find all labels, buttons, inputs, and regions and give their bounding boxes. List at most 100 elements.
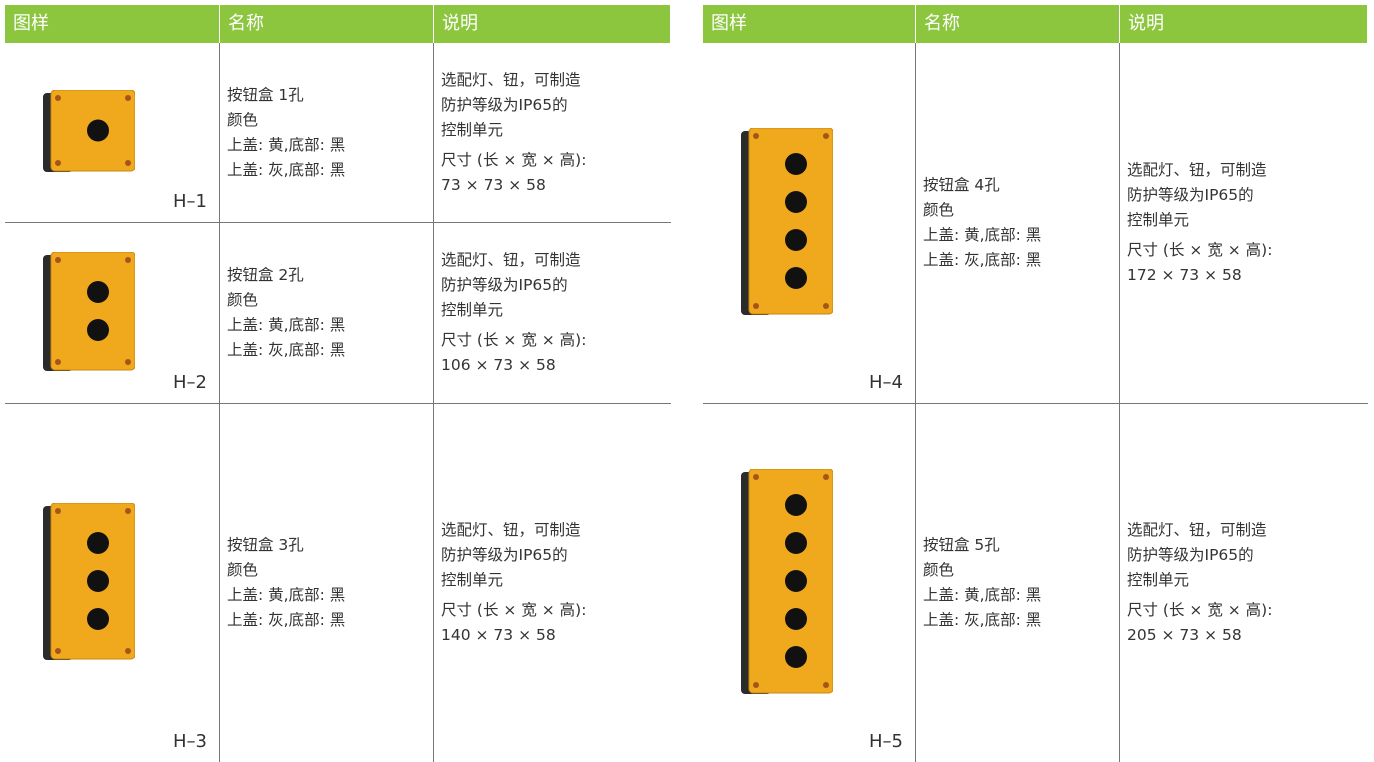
description-line: 选配灯、钮，可制造: [1127, 161, 1267, 179]
model-label: H–4: [869, 372, 903, 393]
description-cell: 选配灯、钮，可制造 防护等级为IP65的 控制单元尺寸 (长 × 宽 × 高): 14…: [434, 404, 671, 762]
button-hole: [87, 570, 109, 592]
size-line: 140 × 73 × 58: [441, 626, 556, 644]
name-line: 上盖: 黄,底部: 黑: [227, 316, 346, 334]
button-hole: [87, 608, 109, 630]
name-line: 上盖: 黄,底部: 黑: [923, 586, 1042, 604]
description-line: 选配灯、钮，可制造: [1127, 521, 1267, 539]
name-line: 按钮盒 1孔: [227, 85, 304, 104]
product-image: [43, 90, 135, 172]
description-line: 控制单元: [1127, 571, 1190, 589]
header-cell: 说明: [1120, 5, 1368, 43]
header-cell: 名称: [220, 5, 434, 43]
button-hole: [87, 319, 109, 341]
name-line: 上盖: 黄,底部: 黑: [923, 226, 1042, 244]
screw: [55, 508, 61, 514]
name-line: 上盖: 灰,底部: 黑: [227, 160, 346, 179]
name-cell: 按钮盒 5孔 颜色上盖: 黄,底部: 黑上盖: 灰,底部: 黑: [916, 404, 1120, 762]
screw: [753, 474, 759, 480]
screw: [823, 133, 829, 139]
screw: [823, 682, 829, 688]
size-line: 106 × 73 × 58: [441, 356, 556, 374]
screw: [125, 359, 131, 365]
button-hole: [785, 646, 807, 668]
name-line: 颜色: [227, 291, 259, 309]
image-cell: H–4: [703, 43, 916, 404]
name-line: 颜色: [923, 201, 955, 219]
name-line: 上盖: 灰,底部: 黑: [227, 341, 346, 359]
product-image: [43, 252, 135, 371]
button-hole: [87, 119, 109, 142]
description-line: 防护等级为IP65的: [1127, 546, 1254, 564]
image-cell: H–2: [5, 223, 220, 404]
size-line: 205 × 73 × 58: [1127, 626, 1242, 644]
product-image: [43, 503, 135, 660]
size-line: 172 × 73 × 58: [1127, 266, 1242, 284]
description-line: 控制单元: [441, 571, 504, 589]
model-label: H–2: [173, 372, 207, 393]
product-image: [741, 128, 833, 315]
description-line: 控制单元: [1127, 211, 1190, 229]
product-image: [741, 469, 833, 694]
model-label: H–3: [173, 731, 207, 752]
screw: [753, 303, 759, 309]
button-hole: [785, 267, 807, 289]
header-cell: 说明: [434, 5, 671, 43]
button-hole: [87, 281, 109, 303]
screw: [55, 648, 61, 654]
name-line: 上盖: 灰,底部: 黑: [923, 611, 1042, 629]
image-cell: H–1: [5, 43, 220, 223]
screw: [55, 359, 61, 365]
description-line: 控制单元: [441, 301, 504, 319]
name-cell: 按钮盒 2孔 颜色 上盖: 黄,底部: 黑上盖: 灰,底部: 黑: [220, 223, 434, 404]
header-cell: 图样: [5, 5, 220, 43]
button-hole: [785, 153, 807, 175]
description-line: 防护等级为IP65的: [441, 276, 568, 294]
header-cell: 图样: [703, 5, 916, 43]
description-line: 选配灯、钮，可制造: [441, 251, 581, 269]
button-hole: [785, 191, 807, 213]
size-line: 尺寸 (长 × 宽 × 高):: [441, 331, 587, 349]
screw: [125, 648, 131, 654]
screw: [753, 682, 759, 688]
model-label: H–5: [869, 731, 903, 752]
box-edge: [50, 503, 135, 660]
description-line: 选配灯、钮，可制造: [441, 521, 581, 539]
box-edge: [50, 252, 135, 371]
name-line: 按钮盒 5孔: [923, 536, 1000, 554]
name-line: 按钮盒 3孔: [227, 536, 304, 554]
size-line: 尺寸 (长 × 宽 × 高):: [441, 150, 587, 169]
screw: [125, 257, 131, 263]
screw: [125, 160, 131, 166]
description-line: 防护等级为IP65的: [441, 546, 568, 564]
size-line: 73 × 73 × 58: [441, 175, 546, 194]
image-cell: H–5: [703, 404, 916, 762]
header-cell: 名称: [916, 5, 1120, 43]
image-cell: H–3: [5, 404, 220, 762]
button-hole: [87, 532, 109, 554]
name-line: 上盖: 黄,底部: 黑: [227, 135, 346, 154]
size-line: 尺寸 (长 × 宽 × 高):: [441, 601, 587, 619]
box-cover: [51, 252, 135, 370]
button-hole: [785, 229, 807, 251]
description-line: 控制单元: [441, 120, 504, 139]
box-cover: [749, 128, 833, 314]
name-line: 颜色: [227, 110, 259, 129]
box-edge: [50, 90, 135, 172]
box-edge: [748, 469, 833, 694]
screw: [753, 133, 759, 139]
name-cell: 按钮盒 1孔 颜色上盖: 黄,底部: 黑上盖: 灰,底部: 黑: [220, 43, 434, 223]
screw: [55, 257, 61, 263]
size-line: 尺寸 (长 × 宽 × 高):: [1127, 241, 1273, 259]
description-line: 选配灯、钮，可制造: [441, 70, 581, 89]
screw: [55, 95, 61, 101]
name-line: 颜色: [923, 561, 955, 579]
model-label: H–1: [173, 191, 207, 212]
name-line: 上盖: 灰,底部: 黑: [923, 251, 1042, 269]
name-cell: 按钮盒 4孔 颜色 上盖: 黄,底部: 黑上盖: 灰,底部: 黑: [916, 43, 1120, 404]
screw: [55, 160, 61, 166]
description-cell: 选配灯、钮，可制造 防护等级为IP65的 控制单元 尺寸 (长 × 宽 × 高): 73…: [434, 43, 671, 223]
button-hole: [785, 532, 807, 554]
name-cell: 按钮盒 3孔 颜色 上盖: 黄,底部: 黑上盖: 灰,底部: 黑: [220, 404, 434, 762]
